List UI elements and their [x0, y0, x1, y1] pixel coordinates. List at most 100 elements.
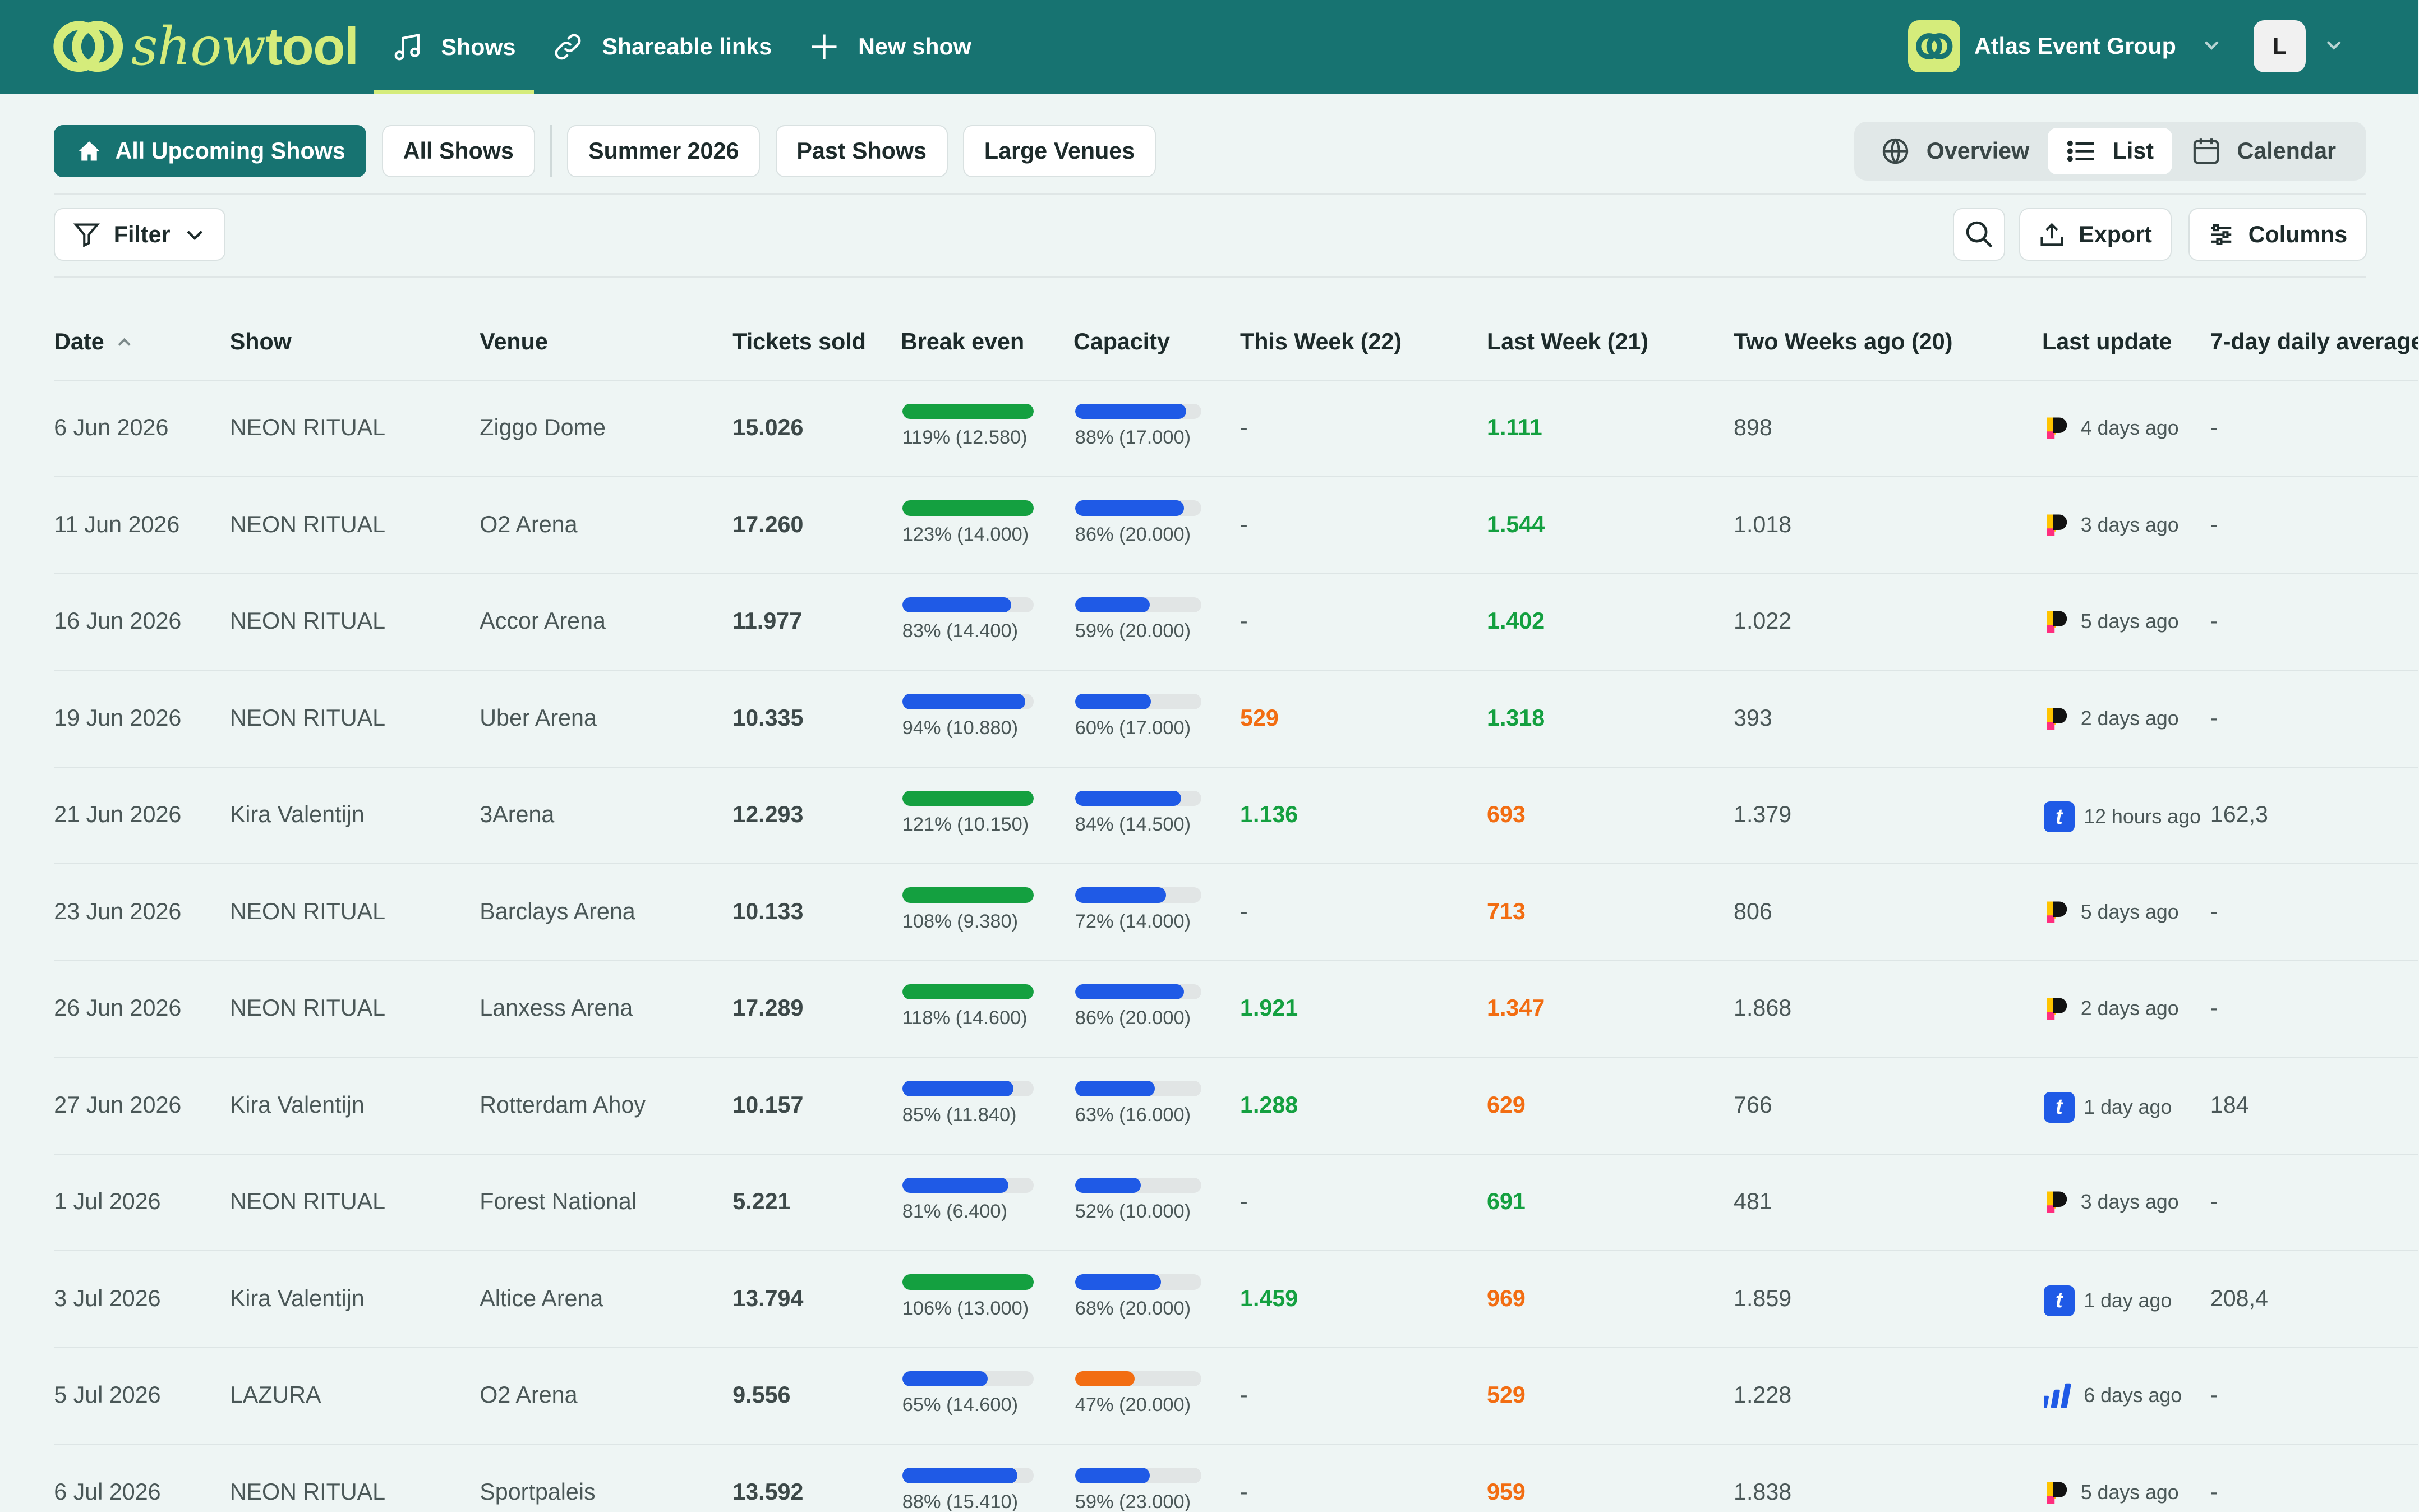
table-row[interactable]: 23 Jun 2026 NEON RITUAL Barclays Arena 10.1… [54, 864, 2418, 961]
tab-all-shows[interactable]: All Shows [381, 125, 535, 178]
column-header-7-day-average[interactable]: 7-day daily average [2210, 328, 2418, 354]
this-week-cell: - [1240, 1188, 1248, 1214]
this-week-cell: 1.136 [1240, 801, 1298, 827]
org-name: Atlas Event Group [1974, 33, 2176, 59]
tickets-sold-cell: 15.026 [732, 414, 804, 440]
chevron-down-icon[interactable] [2201, 34, 2223, 56]
capacity-bar-fill [1075, 790, 1182, 806]
columns-button[interactable]: Columns [2188, 208, 2367, 261]
capacity-bar [1075, 984, 1202, 1000]
capacity-bar-fill [1075, 500, 1184, 516]
column-header-last-update[interactable]: Last update [2042, 328, 2172, 354]
last-update-text: 12 hours ago [2084, 805, 2201, 828]
venue-cell: Forest National [480, 1188, 637, 1214]
table-row[interactable]: 5 Jul 2026 LAZURA O2 Arena 9.556 65% (14.600… [54, 1348, 2418, 1445]
last-update-cell: 6 days ago [2043, 1382, 2182, 1410]
seven-day-average-cell: - [2210, 1478, 2218, 1505]
showtool-logo[interactable]: showtool [53, 20, 359, 73]
last-update-cell: 3 days ago [2044, 1188, 2179, 1216]
filter-button[interactable]: Filter [54, 208, 225, 261]
tickets-sold-cell: 10.133 [732, 898, 804, 924]
column-header-break-even[interactable]: Break even [901, 328, 1025, 354]
column-header-this-week[interactable]: This Week (22) [1240, 328, 1402, 354]
organization-switcher[interactable]: Atlas Event Group [1907, 20, 2176, 73]
ticketing-source-p-icon [2047, 417, 2067, 439]
break-even-bar [902, 1177, 1034, 1193]
column-header-last-week[interactable]: Last Week (21) [1487, 328, 1649, 354]
seven-day-average-cell: - [2210, 608, 2218, 634]
search-button[interactable] [1952, 208, 2005, 261]
top-navigation-bar: showtool Shows Shareable links New show [0, 0, 2418, 94]
view-calendar[interactable]: Calendar [2172, 128, 2355, 174]
table-row[interactable]: 1 Jul 2026 NEON RITUAL Forest National 5.22… [54, 1155, 2418, 1251]
date-cell: 23 Jun 2026 [54, 898, 182, 924]
ticketing-source-bars-icon [2043, 1383, 2071, 1408]
tab-summer-2026[interactable]: Summer 2026 [567, 125, 761, 178]
column-header-show[interactable]: Show [229, 328, 292, 354]
capacity-bar-fill [1075, 1177, 1141, 1193]
saved-views-tabs: All Upcoming Shows All Shows Summer 2026… [54, 125, 1171, 178]
ticketing-source-p-icon [2047, 514, 2067, 536]
table-row[interactable]: 11 Jun 2026 NEON RITUAL O2 Arena 17.260 123%… [54, 477, 2418, 574]
last-week-cell: 1.111 [1487, 414, 1542, 440]
break-even-bar-fill [902, 790, 1034, 806]
chevron-down-icon[interactable] [2323, 34, 2345, 56]
this-week-cell: 1.459 [1240, 1285, 1298, 1311]
capacity-bar [1075, 887, 1202, 903]
last-update-text: 3 days ago [2080, 1191, 2179, 1214]
table-row[interactable]: 21 Jun 2026 Kira Valentijn 3Arena 12.293 121… [54, 768, 2418, 864]
venue-cell: Lanxess Arena [480, 995, 633, 1021]
date-cell: 26 Jun 2026 [54, 995, 182, 1021]
last-week-cell: 691 [1487, 1188, 1526, 1214]
table-row[interactable]: 6 Jul 2026 NEON RITUAL Sportpaleis 13.592 88… [54, 1445, 2418, 1511]
tab-past-shows[interactable]: Past Shows [775, 125, 948, 178]
nav-new-show[interactable]: New show [790, 0, 990, 94]
this-week-cell: - [1240, 511, 1248, 537]
this-week-cell: 529 [1240, 704, 1279, 731]
table-row[interactable]: 27 Jun 2026 Kira Valentijn Rotterdam Ahoy 1… [54, 1058, 2418, 1155]
tickets-sold-cell: 12.293 [732, 801, 804, 827]
tickets-sold-cell: 5.221 [732, 1188, 791, 1214]
tab-all-upcoming-shows[interactable]: All Upcoming Shows [54, 125, 367, 178]
column-header-two-weeks-ago[interactable]: Two Weeks ago (20) [1734, 328, 1953, 354]
capacity-label: 86% (20.000) [1075, 523, 1191, 545]
nav-shareable-links[interactable]: Shareable links [534, 0, 790, 94]
table-row[interactable]: 16 Jun 2026 NEON RITUAL Accor Arena 11.977 8… [54, 574, 2418, 671]
column-header-tickets-sold[interactable]: Tickets sold [732, 328, 866, 354]
last-update-cell: t 12 hours ago [2043, 801, 2201, 832]
view-list[interactable]: List [2048, 128, 2173, 174]
last-update-cell: 5 days ago [2044, 898, 2179, 926]
nav-shows[interactable]: Shows [373, 0, 535, 94]
ticketing-source-p-icon [2047, 611, 2067, 633]
date-cell: 5 Jul 2026 [54, 1382, 161, 1408]
show-cell: NEON RITUAL [229, 414, 386, 440]
export-button[interactable]: Export [2019, 208, 2172, 261]
table-row[interactable]: 19 Jun 2026 NEON RITUAL Uber Arena 10.335 94… [54, 671, 2418, 768]
last-week-cell: 693 [1487, 801, 1526, 827]
this-week-cell: - [1240, 414, 1248, 440]
this-week-cell: - [1240, 608, 1248, 634]
two-weeks-ago-cell: 766 [1734, 1091, 1772, 1118]
table-row[interactable]: 26 Jun 2026 NEON RITUAL Lanxess Arena 17.28… [54, 961, 2418, 1058]
user-avatar[interactable]: L [2253, 20, 2306, 73]
table-row[interactable]: 6 Jun 2026 NEON RITUAL Ziggo Dome 15.026 119… [54, 381, 2418, 477]
this-week-cell: 1.921 [1240, 995, 1298, 1021]
column-header-capacity[interactable]: Capacity [1073, 328, 1170, 354]
tickets-sold-cell: 17.289 [732, 995, 804, 1021]
break-even-bar-fill [902, 1371, 988, 1387]
tab-large-venues[interactable]: Large Venues [963, 125, 1156, 178]
this-week-cell: 1.288 [1240, 1091, 1298, 1118]
seven-day-average-cell: 184 [2210, 1091, 2249, 1118]
last-week-cell: 969 [1487, 1285, 1526, 1311]
view-overview[interactable]: Overview [1862, 128, 2048, 174]
column-header-date[interactable]: Date [54, 329, 132, 355]
list-icon [2067, 140, 2094, 162]
two-weeks-ago-cell: 1.018 [1734, 511, 1792, 537]
view-switcher: Overview List Calendar [1854, 122, 2366, 181]
column-header-venue[interactable]: Venue [480, 328, 548, 354]
table-body: 6 Jun 2026 NEON RITUAL Ziggo Dome 15.026 119… [54, 381, 2418, 1511]
show-cell: NEON RITUAL [229, 1188, 386, 1214]
table-row[interactable]: 3 Jul 2026 Kira Valentijn Altice Arena 13.7… [54, 1251, 2418, 1348]
capacity-bar-fill [1075, 1274, 1162, 1290]
